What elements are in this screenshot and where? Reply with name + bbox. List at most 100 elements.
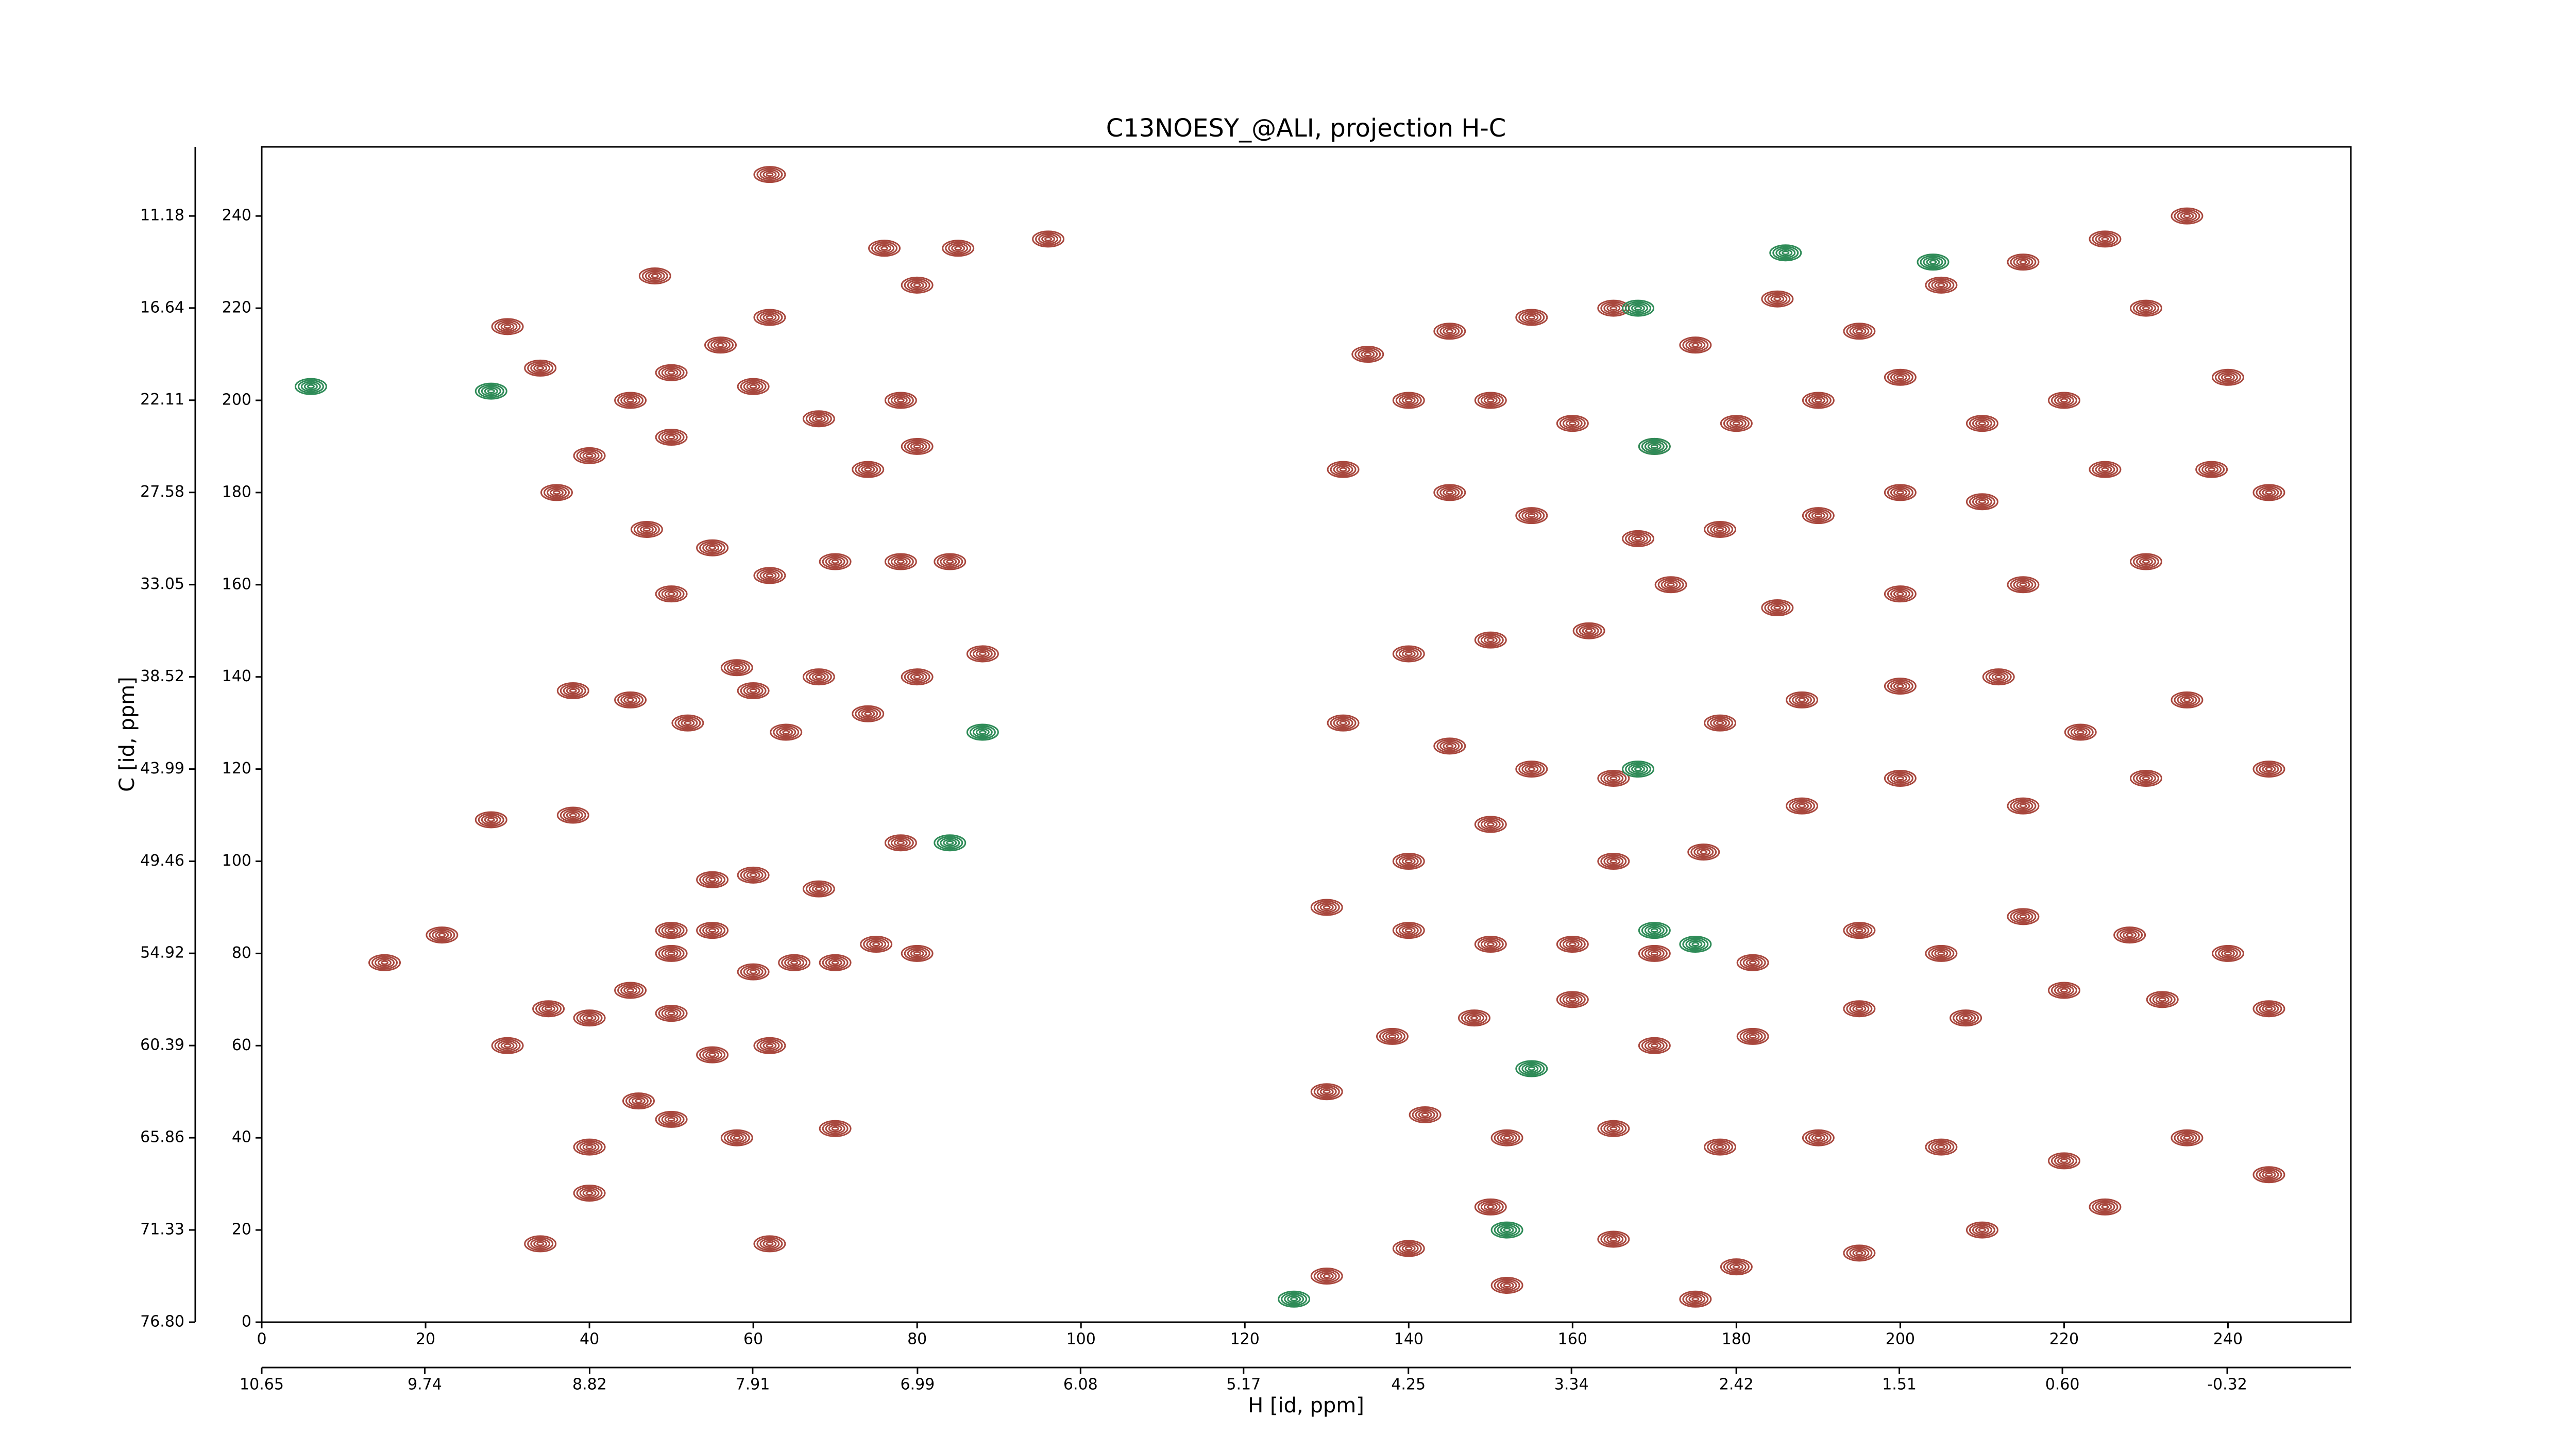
peak-contour: [852, 461, 885, 478]
x-tick-label: 0: [257, 1330, 266, 1348]
y2-tick-label: 38.52: [140, 667, 184, 685]
peak-contour: [1982, 668, 2015, 686]
x2-tick-label: 7.91: [735, 1376, 770, 1394]
peak-contour: [2113, 926, 2146, 944]
peak-contour: [2171, 1129, 2204, 1146]
peak-contour: [655, 585, 688, 603]
x2-tick-label: 4.25: [1391, 1376, 1426, 1394]
peak-contour: [1786, 691, 1819, 708]
peak-contour: [1597, 1120, 1630, 1137]
peak-contour: [1474, 631, 1507, 649]
peak-contour: [1720, 1258, 1753, 1276]
x2-tick-label: -0.32: [2207, 1376, 2247, 1394]
x2-tick-label: 2.42: [1719, 1376, 1754, 1394]
peak-contour: [1720, 415, 1753, 432]
x-tick-label: 160: [1558, 1330, 1587, 1348]
y-tick-label: 20: [232, 1221, 251, 1239]
peak-contour: [884, 392, 917, 409]
peak-contour: [1965, 1221, 1998, 1239]
y-tick-label: 40: [232, 1128, 251, 1146]
peak-contour: [696, 1046, 729, 1064]
peak-contour: [1884, 484, 1917, 501]
peak-contour: [966, 645, 999, 663]
peak-contour: [2129, 299, 2162, 317]
peak-contour: [1925, 944, 1958, 962]
y-tick-label: 240: [222, 207, 251, 225]
peak-contour: [2047, 1152, 2080, 1170]
peak-contour: [1843, 1000, 1876, 1018]
peak-contour: [614, 691, 647, 708]
peak-contour: [1490, 1221, 1523, 1239]
peak-contour: [655, 1110, 688, 1128]
peak-contour: [1925, 276, 1958, 294]
y-tick-label: 0: [242, 1313, 251, 1331]
peak-contour: [474, 382, 507, 400]
peak-contour: [2252, 761, 2285, 778]
peak-contour: [1965, 415, 1998, 432]
peak-contour: [1802, 507, 1835, 525]
x2-tick-label: 6.99: [900, 1376, 935, 1394]
peak-contour: [1392, 1240, 1425, 1257]
peak-contour: [622, 1092, 655, 1110]
peak-contour: [426, 926, 459, 944]
peak-contour: [819, 954, 852, 971]
peak-contour: [1490, 1276, 1523, 1294]
peak-contour: [1638, 944, 1671, 962]
y-tick-label: 120: [222, 760, 251, 778]
y-tick-label: 80: [232, 944, 251, 962]
peak-contour: [655, 1005, 688, 1022]
peak-contour: [1679, 336, 1712, 354]
peak-contour: [868, 240, 901, 257]
peak-contour: [737, 378, 770, 395]
peak-contour: [737, 963, 770, 981]
x-tick-label: 20: [416, 1330, 435, 1348]
peak-contour: [1458, 1009, 1490, 1027]
peak-contour: [1310, 899, 1343, 916]
y2-tick-label: 49.46: [140, 852, 184, 870]
peak-contour: [1769, 244, 1802, 262]
peak-contour: [696, 871, 729, 888]
peak-contour: [901, 668, 934, 686]
x-tick-label: 220: [2049, 1330, 2079, 1348]
x-tick-label: 60: [743, 1330, 763, 1348]
peak-contour: [934, 553, 967, 570]
peak-contour: [1474, 1198, 1507, 1216]
peak-contour: [556, 806, 589, 824]
peak-contour: [655, 922, 688, 939]
x-tick-label: 180: [1722, 1330, 1751, 1348]
y2-tick-label: 43.99: [140, 760, 184, 778]
peak-contour: [1950, 1009, 1982, 1027]
x-tick-label: 80: [907, 1330, 927, 1348]
peak-contour: [1843, 922, 1876, 939]
y2-tick-label: 22.11: [140, 391, 184, 409]
y2-tick-label: 33.05: [140, 575, 184, 593]
peak-contour: [614, 982, 647, 999]
peak-contour: [1433, 323, 1466, 340]
peak-contour: [2129, 770, 2162, 787]
peak-contour: [1327, 714, 1360, 732]
plot-frame: [261, 146, 2352, 1323]
y-tick-label: 60: [232, 1036, 251, 1054]
peak-contour: [1474, 936, 1507, 953]
peak-contour: [852, 705, 885, 722]
y2-tick-label: 27.58: [140, 483, 184, 501]
peak-contour: [2146, 991, 2179, 1008]
peak-contour: [2211, 368, 2244, 386]
x2-tick-label: 9.74: [408, 1376, 442, 1394]
peak-contour: [753, 1037, 786, 1054]
peak-contour: [2089, 461, 2122, 478]
peak-contour: [2064, 723, 2097, 741]
peak-contour: [1597, 770, 1630, 787]
peak-contour: [696, 539, 729, 556]
peak-contour: [901, 437, 934, 455]
peak-contour: [491, 318, 524, 335]
peak-contour: [1761, 290, 1794, 308]
peak-contour: [573, 1009, 606, 1027]
x2-tick-label: 8.82: [572, 1376, 607, 1394]
x2-tick-label: 5.17: [1226, 1376, 1261, 1394]
peak-contour: [1679, 936, 1712, 953]
x2-tick-label: 0.60: [2045, 1376, 2080, 1394]
y-tick-label: 140: [222, 667, 251, 685]
peak-contour: [901, 944, 934, 962]
peak-contour: [1884, 585, 1917, 603]
